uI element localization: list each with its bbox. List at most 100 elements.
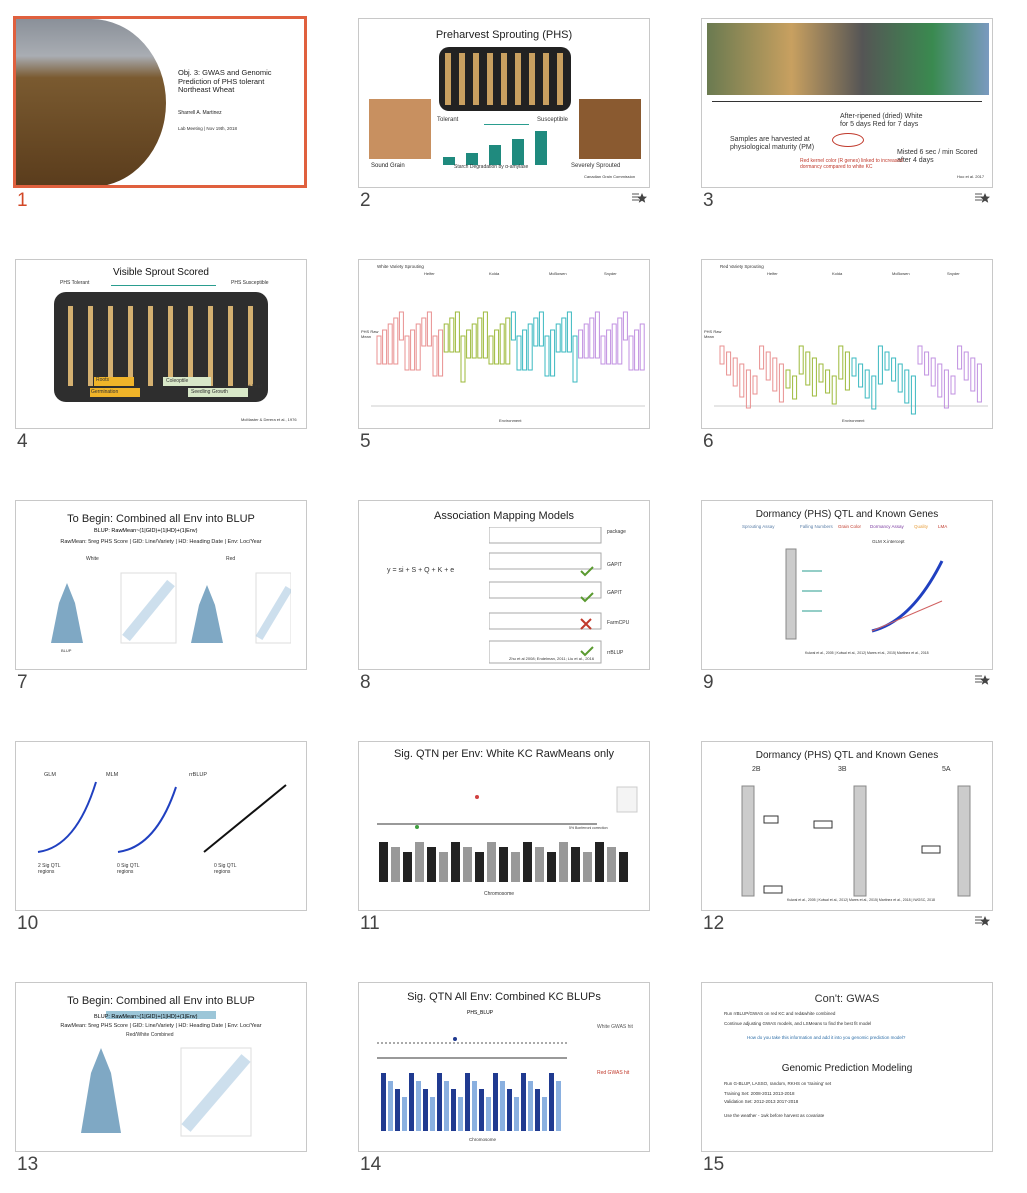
- slide-text: y = si + S + Q + K + e: [387, 567, 455, 574]
- slide-text: Use the weather - 1wk before harvest as …: [724, 1113, 825, 1118]
- slide-text: Red kernel color (R genes) linked to inc…: [800, 158, 903, 170]
- slide-title: White Variety Sprouting: [377, 264, 424, 269]
- slide-text: Kulwal et al., 2005 | Kulwal et al., 201…: [805, 651, 929, 655]
- slide-title: To Begin: Combined all Env into BLUP: [67, 995, 255, 1007]
- slide-text: Environment: [499, 418, 522, 423]
- slide-text: PHS_BLUP: [467, 1010, 494, 1016]
- slide-graphic: [16, 742, 306, 910]
- slide-title: Dormancy (PHS) QTL and Known Genes: [755, 509, 939, 520]
- slide-number: 3: [703, 190, 714, 211]
- slide-text: GLM X.intercept: [872, 539, 905, 544]
- slide-text: package: [607, 529, 626, 535]
- slide-number: 5: [360, 431, 371, 452]
- slide-thumbnail[interactable]: Sig. QTN per Env: White KC RawMeans only…: [358, 741, 650, 911]
- slide-text: MLM: [106, 772, 119, 778]
- slide-text: 2 Sig QTL regions: [38, 863, 61, 875]
- slide-text: Run rrBLUP/GWAS on red KC and red&white …: [724, 1011, 836, 1016]
- slide-graphic: [359, 983, 649, 1151]
- slide-text: Environment: [842, 418, 865, 423]
- slide-thumbnail[interactable]: White Variety Sprouting Helfer Kolda McBowe…: [358, 259, 650, 429]
- slide-graphic: [16, 260, 306, 428]
- slide-title: To Begin: Combined all Env into BLUP: [67, 513, 255, 525]
- slide-text: McBowen: [892, 271, 910, 276]
- slide-number: 9: [703, 672, 714, 693]
- slide-thumbnail[interactable]: To Begin: Combined all Env into BLUP BLUP…: [15, 982, 307, 1152]
- slide-text: Roots: [96, 377, 110, 383]
- slide-graphic: [16, 983, 306, 1151]
- slide-title: Association Mapping Models: [433, 510, 575, 522]
- slide-graphic: [702, 742, 992, 910]
- slide-number: 4: [17, 431, 28, 452]
- transition-icon[interactable]: [631, 192, 647, 209]
- slide-text: Validation Set: 2012-2013 2017-2018: [724, 1099, 799, 1104]
- slide-text: Sound Grain: [371, 163, 405, 169]
- slide-text: Germination: [91, 389, 119, 395]
- slide-thumbnail[interactable]: Visible Sprout Scored PHS Tolerant PHS Sus…: [15, 259, 307, 429]
- transition-icon[interactable]: [974, 674, 990, 691]
- slide-text: Chromosome: [484, 891, 515, 897]
- slide-number: 12: [703, 913, 725, 934]
- slide-title: Red Variety Sprouting: [720, 264, 764, 269]
- slide-text: Grain Color: [838, 524, 862, 529]
- slide-text: Coleoptile: [166, 378, 189, 384]
- slide-text: Lab Meeting | Nov 19th, 2018: [178, 126, 237, 131]
- slide-text: 5% Bonferroni correction: [569, 826, 608, 830]
- slide-text: Misted 6 sec / min Scored after 4 days: [897, 149, 978, 165]
- slide-thumbnail[interactable]: Dormancy (PHS) QTL and Known Genes Sprout…: [701, 500, 993, 670]
- slide-title: Visible Sprout Scored: [113, 267, 209, 278]
- slide-text: Red/White Combined: [126, 1032, 174, 1038]
- slide-number: 11: [360, 913, 380, 934]
- slide-text: 0 Sig QTL regions: [117, 863, 140, 875]
- slide-text: Sharrell A. Martinez: [178, 110, 222, 116]
- slide-text: Samples are harvested at physiological m…: [730, 136, 815, 152]
- slide-number: 13: [17, 1154, 39, 1175]
- slide-thumbnail[interactable]: Obj. 3: GWAS and Genomic Prediction of P…: [13, 16, 307, 188]
- slide-text: Seedling Growth: [191, 389, 228, 395]
- slide-text: Canadian Grain Commission: [584, 174, 636, 179]
- slide-text: Sprouting Assay: [742, 524, 775, 529]
- slide-text: GAPIT: [607, 562, 623, 568]
- transition-icon[interactable]: [974, 192, 990, 209]
- slide-thumbnail[interactable]: Association Mapping Models package GAPIT GA…: [358, 500, 650, 670]
- slide-text: How do you take this information and add…: [747, 1035, 906, 1040]
- slide-text: Red: [226, 556, 236, 562]
- slide-thumbnail[interactable]: To Begin: Combined all Env into BLUP BLUP…: [15, 500, 307, 670]
- slide-text: RawMean: 5reg PHS Score | GID: Line/Vari…: [60, 539, 262, 545]
- slide-thumbnail[interactable]: GLM MLM rrBLUP 2 Sig QTL regions 0 Sig QTL r…: [15, 741, 307, 911]
- slide-graphic: [16, 501, 306, 669]
- slide-text: FarmCPU: [607, 620, 630, 626]
- slide-text: LMA: [938, 524, 948, 529]
- slide-thumbnail[interactable]: Sig. QTN All Env: Combined KC BLUPs PHS_B…: [358, 982, 650, 1152]
- slide-title: Sig. QTN All Env: Combined KC BLUPs: [407, 991, 601, 1003]
- slide-text: 2B: [752, 766, 761, 773]
- slide-text: PHS Raw Mean: [361, 329, 379, 339]
- slide-title: After-ripened (dried) White for 5 days R…: [840, 113, 923, 129]
- slide-thumbnail[interactable]: Red Variety Sprouting Helfer Kolda McBowen S…: [701, 259, 993, 429]
- slide-title: Sig. QTN per Env: White KC RawMeans only: [393, 748, 615, 760]
- slide-text: Starch Degradation by α-amylase: [454, 164, 529, 170]
- slide-text: Genomic Prediction Modeling: [781, 1063, 913, 1074]
- slide-text: Helfer: [767, 271, 778, 276]
- slide-text: McBowen: [549, 271, 567, 276]
- slide-thumbnail[interactable]: Preharvest Sprouting (PHS) Tolerant Suscep…: [358, 18, 650, 188]
- slide-text: RawMean: 5reg PHS Score | GID: Line/Vari…: [60, 1023, 262, 1029]
- slide-graphic: [359, 19, 649, 187]
- slide-text: Kolda: [832, 271, 843, 276]
- slide-thumbnail[interactable]: Dormancy (PHS) QTL and Known Genes 2B 3B 5A…: [701, 741, 993, 911]
- slide-number: 14: [360, 1154, 382, 1175]
- slide-thumbnail[interactable]: After-ripened (dried) White for 5 days R…: [701, 18, 993, 188]
- transition-icon[interactable]: [974, 915, 990, 932]
- slide-thumbnail[interactable]: Con't: GWAS Run rrBLUP/GWAS on red KC and…: [701, 982, 993, 1152]
- slide-number: 2: [360, 190, 371, 211]
- slide-text: Snyder: [947, 271, 960, 276]
- slide-text: White: [86, 556, 99, 562]
- slide-text: 0 Sig QTL regions: [214, 863, 237, 875]
- slide-graphic: [702, 501, 992, 669]
- slide-text: PHS Tolerant: [60, 280, 90, 286]
- slide-number: 1: [17, 190, 28, 211]
- slide-text: PHS Raw Mean: [704, 329, 722, 339]
- slide-text: Falling Numbers: [800, 524, 833, 529]
- slide-number: 8: [360, 672, 371, 693]
- slide-text: Snyder: [604, 271, 617, 276]
